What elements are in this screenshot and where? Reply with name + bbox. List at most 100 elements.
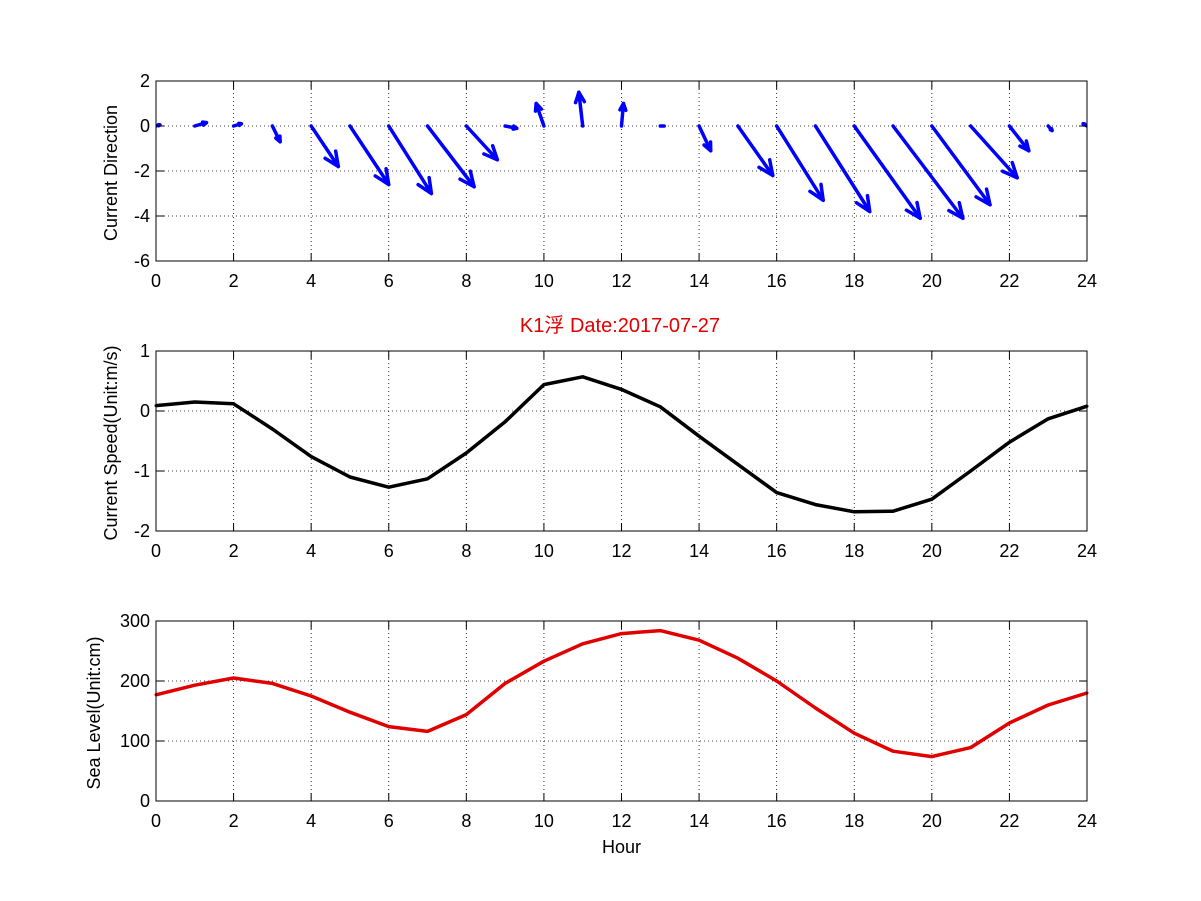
arrow-head: [573, 90, 587, 105]
arrow-head: [458, 169, 476, 189]
current-direction-arrow: [309, 124, 341, 169]
sea-level-x-tick-label: 14: [689, 811, 709, 831]
sea-level-data-point: [1007, 721, 1011, 725]
current-direction-arrow: [464, 124, 500, 162]
arrow-shaft: [348, 124, 391, 187]
arrow-head: [974, 187, 992, 207]
sea-level-y-tick-label: 0: [140, 791, 150, 811]
current-speed-data-point: [852, 510, 856, 514]
arrow-shaft: [309, 124, 341, 169]
current-direction-x-tick-label: 18: [844, 271, 864, 291]
current-direction-x-tick-label: 20: [922, 271, 942, 291]
current-speed-x-tick-label: 18: [844, 541, 864, 561]
arrow-shaft: [736, 124, 775, 178]
current-speed-x-tick-label: 12: [611, 541, 631, 561]
arrow-head: [618, 101, 628, 113]
current-speed-x-tick-label: 20: [922, 541, 942, 561]
current-speed-x-tick-label: 0: [151, 541, 161, 561]
sea-level-y-tick-label: 300: [120, 611, 150, 631]
current-speed-data-point: [542, 383, 546, 387]
current-direction-arrow: [697, 124, 713, 153]
current-speed-data-point: [581, 375, 585, 379]
current-direction-arrow: [270, 124, 282, 144]
current-speed-data-point: [658, 405, 662, 409]
arrow-shaft: [774, 124, 825, 202]
current-speed-data-point: [309, 455, 313, 459]
arrow-head: [323, 149, 341, 169]
current-direction-x-tick-label: 0: [151, 271, 161, 291]
current-speed-data-point: [193, 400, 197, 404]
sea-level-data-point: [270, 681, 274, 685]
current-direction-x-tick-label: 14: [689, 271, 709, 291]
current-direction-x-tick-label: 8: [461, 271, 471, 291]
current-speed-x-tick-label: 2: [229, 541, 239, 561]
current-speed-y-tick-label: 0: [140, 401, 150, 421]
sea-level-data-point: [852, 731, 856, 735]
current-speed-data-point: [930, 497, 934, 501]
current-direction-arrow: [891, 124, 965, 220]
current-direction-x-tick-label: 4: [306, 271, 316, 291]
arrow-shaft: [425, 124, 476, 189]
current-direction-arrow: [618, 101, 628, 128]
current-speed-x-tick-label: 4: [306, 541, 316, 561]
current-speed-x-tick-label: 10: [534, 541, 554, 561]
sea-level-data-point: [620, 632, 623, 636]
sea-level-data-point: [775, 679, 779, 683]
sea-level-data-point: [736, 656, 740, 660]
arrow-head: [156, 122, 162, 128]
sea-level-x-tick-label: 2: [229, 811, 239, 831]
sea-level-data-point: [542, 659, 546, 663]
sea-level-plot-area: [156, 621, 1087, 801]
arrow-head: [1018, 139, 1031, 153]
sea-level-x-tick-label: 8: [461, 811, 471, 831]
current-speed-data-point: [270, 427, 274, 431]
current-speed-y-axis-label: Current Speed(Unit:m/s): [101, 345, 121, 540]
sea-level-x-tick-label: 22: [999, 811, 1019, 831]
sea-level-y-tick-label: 200: [120, 671, 150, 691]
current-speed-data-point: [813, 503, 817, 507]
current-speed-data-point: [620, 387, 623, 391]
current-speed-data-point: [348, 475, 352, 479]
current-speed-x-tick-label: 6: [384, 541, 394, 561]
current-direction-x-tick-label: 6: [384, 271, 394, 291]
arrow-shaft: [852, 124, 922, 220]
current-speed-data-point: [736, 462, 740, 466]
arrow-head: [854, 193, 872, 214]
current-speed-data-point: [1007, 440, 1011, 444]
current-speed-x-tick-label: 14: [689, 541, 709, 561]
arrow-head: [373, 166, 391, 187]
arrow-shaft: [891, 124, 965, 220]
sea-level-data-point: [813, 706, 817, 710]
current-speed-data-point: [775, 491, 779, 495]
current-direction-arrow: [930, 124, 992, 207]
current-speed-y-tick-label: -2: [134, 521, 150, 541]
current-speed-data-point: [426, 477, 430, 481]
current-direction-arrow: [503, 124, 519, 131]
sea-level-data-point: [581, 642, 585, 646]
arrow-head: [200, 120, 209, 127]
sea-level-x-tick-label: 20: [922, 811, 942, 831]
sea-level-y-tick-label: 100: [120, 731, 150, 751]
arrow-head: [1048, 126, 1054, 133]
sea-level-data-point: [930, 755, 934, 759]
current-speed-data-point: [387, 485, 391, 489]
current-direction-arrow: [736, 124, 775, 178]
arrow-shaft: [1007, 124, 1031, 153]
arrow-head: [757, 158, 775, 178]
current-speed-data-point: [1046, 417, 1050, 421]
sea-level-data-point: [503, 681, 507, 685]
sea-level-data-point: [1046, 703, 1050, 707]
current-direction-x-tick-label: 22: [999, 271, 1019, 291]
current-direction-y-tick-label: -6: [134, 251, 150, 271]
current-direction-y-tick-label: -2: [134, 161, 150, 181]
current-direction-y-tick-label: -4: [134, 206, 150, 226]
current-direction-y-axis-label: Current Direction: [101, 105, 121, 241]
current-direction-arrow: [533, 101, 546, 128]
arrow-shaft: [968, 124, 1019, 180]
current-speed-x-tick-label: 24: [1077, 541, 1097, 561]
sea-level-x-tick-label: 6: [384, 811, 394, 831]
current-speed-x-tick-label: 16: [767, 541, 787, 561]
sea-level-data-point: [658, 629, 662, 633]
current-speed-x-tick-label: 22: [999, 541, 1019, 561]
